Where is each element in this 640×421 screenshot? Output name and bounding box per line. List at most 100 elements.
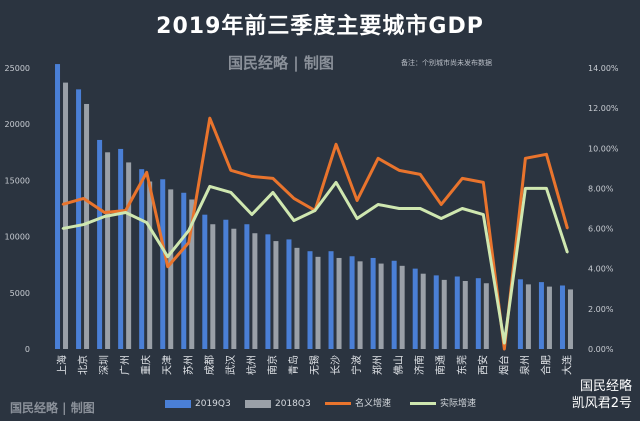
category-label: 泉州 — [518, 355, 531, 375]
point-real — [524, 187, 527, 190]
bar-2018q3 — [84, 103, 90, 349]
bar-2018q3 — [105, 152, 111, 349]
legend-label-real: 实际增速 — [440, 399, 477, 409]
point-real — [103, 215, 106, 218]
line-nominal — [62, 116, 569, 351]
right-axis-tick-label: 14.00% — [588, 64, 619, 73]
right-axis-tick-label: 10.00% — [588, 144, 619, 153]
category-label: 深圳 — [99, 355, 111, 375]
category-label: 广州 — [120, 355, 132, 375]
point-nominal — [145, 171, 148, 174]
right-axis-ticks: 0.00% 2.00% 4.00% 6.00% 8.00% 10.00% 12.00% 14.… — [588, 64, 619, 354]
bar-2018q3 — [462, 280, 468, 349]
category-label: 济南 — [413, 355, 426, 375]
legend-item-real: 实际增速 — [410, 396, 476, 412]
category-label: 合肥 — [539, 355, 552, 375]
point-real — [209, 185, 211, 188]
point-nominal — [398, 169, 400, 172]
point-real — [461, 207, 464, 210]
point-real — [124, 211, 127, 214]
point-real — [482, 213, 485, 216]
bar-2018q3 — [63, 82, 69, 349]
bar-2019q3 — [118, 148, 124, 349]
watermark-line-1: 国民经略 — [579, 379, 632, 394]
point-nominal — [209, 117, 211, 119]
legend-item-nominal: 名义增速 — [325, 396, 391, 412]
bar-2019q3 — [202, 214, 208, 349]
point-nominal — [377, 157, 379, 160]
left-axis-tick-label: 0 — [25, 345, 30, 354]
point-real — [272, 191, 274, 194]
point-nominal — [293, 197, 295, 200]
bar-2018q3 — [336, 257, 342, 349]
bar-2019q3 — [97, 139, 103, 349]
bar-2019q3 — [433, 275, 439, 349]
brand-label: 国民经略 | 制图 — [228, 54, 334, 72]
legend-swatch-2019q3 — [165, 399, 191, 408]
bar-2019q3 — [55, 64, 61, 349]
point-nominal — [503, 348, 506, 350]
category-label: 杭州 — [245, 355, 258, 375]
legend-swatch-nominal — [325, 402, 351, 405]
bar-2018q3 — [441, 279, 447, 349]
legend-label-2018q3: 2018Q3 — [275, 399, 311, 409]
point-real — [314, 209, 316, 212]
watermark-line-2: 凯风君2号 — [571, 396, 632, 411]
bar-2019q3 — [265, 234, 271, 349]
point-nominal — [566, 227, 569, 230]
right-axis-tick-label: 12.00% — [588, 104, 619, 113]
point-real — [251, 213, 253, 216]
left-axis-tick-label: 5000 — [10, 289, 30, 298]
point-nominal — [124, 209, 127, 212]
category-label: 无锡 — [308, 355, 321, 375]
category-label: 青岛 — [287, 355, 300, 375]
bar-2019q3 — [328, 251, 334, 349]
bar-2018q3 — [483, 283, 489, 349]
legend-swatch-real — [410, 402, 436, 405]
bar-2018q3 — [189, 199, 195, 349]
bar-2018q3 — [525, 284, 531, 349]
point-nominal — [419, 173, 422, 176]
bar-2018q3 — [210, 224, 216, 349]
bar-2019q3 — [454, 276, 460, 349]
bar-2018q3 — [294, 247, 300, 349]
category-label: 大连 — [560, 355, 573, 375]
point-real — [166, 255, 169, 258]
bar-2019q3 — [139, 169, 145, 349]
point-nominal — [524, 157, 527, 160]
point-nominal — [356, 199, 358, 202]
right-axis-tick-label: 2.00% — [588, 305, 614, 314]
legend-item-2018q3: 2018Q3 — [245, 396, 311, 412]
point-nominal — [440, 203, 443, 206]
point-nominal — [461, 177, 464, 180]
left-axis-tick-label: 20000 — [5, 120, 30, 129]
point-real — [503, 342, 506, 344]
bar-2018q3 — [273, 241, 279, 349]
bar-2018q3 — [357, 261, 363, 349]
point-real — [61, 227, 64, 230]
point-nominal — [82, 197, 85, 200]
point-nominal — [61, 203, 64, 206]
bar-2019q3 — [538, 282, 544, 349]
point-real — [187, 229, 190, 232]
point-nominal — [187, 241, 190, 244]
left-axis-tick-label: 15000 — [5, 176, 30, 185]
point-nominal — [230, 169, 232, 172]
bar-2018q3 — [399, 265, 405, 349]
watermark: 国民经略 凯风君2号 — [572, 378, 632, 412]
bar-2018q3 — [126, 162, 132, 349]
point-real — [419, 207, 422, 210]
category-label: 天津 — [162, 355, 174, 375]
bar-2019q3 — [559, 285, 565, 349]
bars-layer — [55, 64, 573, 349]
category-label: 郑州 — [371, 355, 384, 375]
point-nominal — [545, 153, 548, 156]
point-real — [398, 207, 400, 210]
point-nominal — [482, 181, 485, 184]
bar-2019q3 — [412, 268, 418, 349]
bar-2019q3 — [244, 224, 250, 349]
legend-swatch-2018q3 — [245, 399, 271, 408]
footer-brand: 国民经略 | 制图 — [10, 401, 95, 415]
bar-2019q3 — [160, 179, 166, 349]
bar-2019q3 — [391, 260, 397, 349]
